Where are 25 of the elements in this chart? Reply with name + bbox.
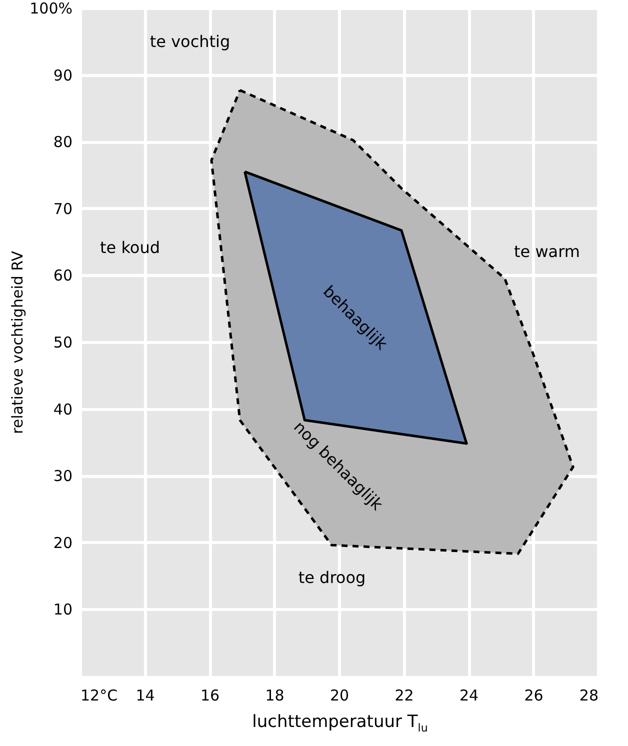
- x-tick-label: 12°C: [80, 686, 118, 704]
- y-tick-label: 90: [53, 66, 72, 84]
- annotation: te koud: [100, 238, 160, 257]
- y-tick-label: 40: [53, 400, 72, 418]
- y-tick-label: 100%: [30, 0, 72, 18]
- y-tick-label: 70: [53, 200, 72, 218]
- x-tick-label: 14: [136, 686, 155, 704]
- y-tick-label: 10: [53, 600, 72, 619]
- x-tick-label: 20: [330, 686, 350, 704]
- x-tick-label: 24: [459, 686, 479, 704]
- y-tick-label: 30: [53, 467, 72, 486]
- x-tick-label: 16: [200, 686, 220, 704]
- y-tick-label: 80: [53, 133, 72, 152]
- annotation: te droog: [298, 568, 366, 587]
- annotation: te vochtig: [150, 32, 230, 51]
- y-axis-title: relatieve vochtigheid RV: [8, 250, 27, 434]
- annotation: te warm: [514, 242, 580, 261]
- x-axis-title: luchttemperatuur T$_{lu}$: [251, 712, 429, 734]
- x-tick-label: 18: [265, 686, 284, 704]
- x-tick-label: 22: [394, 686, 414, 704]
- x-tick-label: 28: [579, 686, 598, 704]
- y-tick-label: 60: [53, 266, 72, 285]
- x-tick-label: 26: [524, 686, 544, 704]
- y-tick-label: 20: [53, 534, 72, 552]
- y-tick-label: 50: [53, 334, 72, 352]
